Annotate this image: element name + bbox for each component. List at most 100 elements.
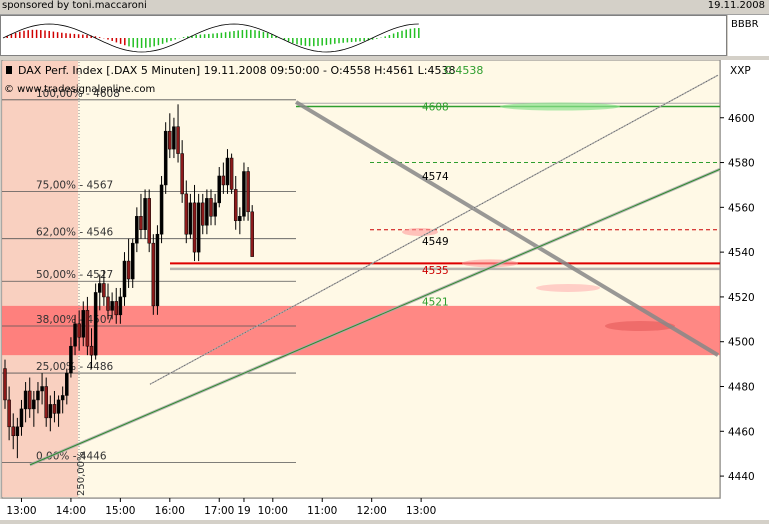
candle-body-34 bbox=[143, 198, 147, 230]
candle-body-30 bbox=[126, 260, 131, 280]
candle-body-3 bbox=[15, 426, 20, 437]
candle-body-24 bbox=[102, 283, 106, 298]
x-tick-label-6: 10:00 bbox=[258, 505, 288, 517]
candle-body-14 bbox=[60, 395, 65, 401]
candle-body-59 bbox=[246, 171, 250, 213]
candle-body-28 bbox=[118, 296, 123, 316]
candle-body-20 bbox=[85, 310, 90, 347]
candle-body-35 bbox=[147, 198, 151, 244]
candle-body-9 bbox=[40, 386, 44, 392]
candle-body-15 bbox=[65, 372, 69, 396]
candle-body-12 bbox=[52, 404, 57, 414]
indicator-subpanel[interactable] bbox=[0, 15, 727, 56]
candle-body-8 bbox=[36, 390, 40, 401]
y-tick-label-6: 4560 bbox=[728, 202, 755, 214]
level-label-1: 4574 bbox=[422, 171, 449, 183]
candle-body-31 bbox=[130, 242, 135, 280]
title-marker bbox=[6, 66, 12, 74]
y-tick-label-5: 4540 bbox=[728, 247, 755, 259]
y-tick-label-0: 4440 bbox=[728, 471, 755, 483]
fib-label-5: 25,00% - 4486 bbox=[36, 361, 114, 373]
candle-body-36 bbox=[151, 242, 156, 307]
candle-body-29 bbox=[122, 260, 127, 298]
candle-body-4 bbox=[19, 408, 24, 428]
x-tick-label-3: 16:00 bbox=[155, 505, 185, 517]
price-chart[interactable]: 100,00% - 4608 75,00% - 4567 62,00% - 4546… bbox=[0, 59, 769, 520]
candle-body-42 bbox=[176, 126, 180, 154]
y-tick-label-1: 4460 bbox=[728, 426, 755, 438]
x-tick-label-4: 17:00 bbox=[204, 505, 234, 517]
x-tick-label-2: 15:00 bbox=[105, 505, 135, 517]
chart-close: C:4538 bbox=[444, 64, 483, 77]
y-tick-label-2: 4480 bbox=[728, 382, 755, 394]
candle-body-27 bbox=[114, 301, 118, 316]
top-bar: sponsored by toni.maccaroni 19.11.2008 bbox=[0, 0, 769, 15]
candle-body-45 bbox=[188, 202, 193, 235]
candle-body-43 bbox=[180, 153, 184, 195]
level-label-3: 4535 bbox=[422, 265, 449, 277]
x-tick-label-0: 13:00 bbox=[6, 505, 36, 517]
candle-body-32 bbox=[135, 216, 139, 244]
y-tick-label-4: 4520 bbox=[728, 292, 755, 304]
candle-body-13 bbox=[56, 399, 61, 414]
candle-body-7 bbox=[32, 399, 36, 410]
candle-body-5 bbox=[23, 390, 28, 410]
candle-body-37 bbox=[155, 233, 160, 307]
level-label-2: 4549 bbox=[422, 236, 449, 248]
candle-body-26 bbox=[110, 301, 114, 311]
candle-body-55 bbox=[229, 157, 234, 190]
session-divider-label: 250,00% bbox=[76, 452, 87, 497]
fib-label-3: 50,00% - 4527 bbox=[36, 269, 113, 281]
candle-body-22 bbox=[93, 292, 98, 356]
candle-body-39 bbox=[163, 130, 168, 186]
candle-body-57 bbox=[238, 216, 242, 222]
candle-body-38 bbox=[159, 184, 164, 235]
indicator-axis: BBBR bbox=[728, 15, 769, 56]
y-tick-label-3: 4500 bbox=[728, 337, 755, 349]
candle-body-60 bbox=[250, 211, 254, 257]
candle-body-51 bbox=[213, 202, 217, 217]
candle-body-53 bbox=[221, 175, 226, 186]
x-tick-label-9: 13:00 bbox=[406, 505, 436, 517]
fib-label-2: 62,00% - 4546 bbox=[36, 227, 114, 239]
candle-body-40 bbox=[168, 130, 172, 150]
candle-body-6 bbox=[27, 390, 32, 410]
candle-body-56 bbox=[233, 189, 238, 222]
candle-body-50 bbox=[209, 198, 213, 217]
candle-body-25 bbox=[106, 296, 110, 311]
x-tick-label-5: 19 bbox=[237, 505, 250, 517]
highlight-4524 bbox=[536, 283, 600, 292]
sponsor-text: sponsored by toni.maccaroni bbox=[2, 0, 147, 11]
y-tick-label-8: 4600 bbox=[728, 113, 755, 125]
osc-line bbox=[2, 23, 419, 53]
level-label-0: 4608 bbox=[422, 102, 449, 114]
x-axis-area bbox=[0, 499, 769, 520]
fib-label-1: 75,00% - 4567 bbox=[36, 180, 113, 192]
candle-body-47 bbox=[196, 202, 201, 253]
highlight-4549 bbox=[402, 227, 438, 236]
indicator-svg bbox=[2, 23, 420, 53]
candle-body-52 bbox=[217, 175, 221, 204]
indicator-axis-label: BBBR bbox=[731, 19, 759, 30]
candle-body-1 bbox=[7, 399, 11, 428]
candle-body-17 bbox=[73, 323, 77, 347]
prior-session-shade bbox=[2, 61, 78, 497]
x-tick-label-8: 12:00 bbox=[357, 505, 387, 517]
candle-body-11 bbox=[48, 404, 53, 419]
y-axis-label: XXP bbox=[730, 65, 751, 77]
uptrend-line bbox=[29, 168, 721, 466]
candle-body-16 bbox=[69, 345, 73, 374]
y-axis-area bbox=[721, 60, 769, 520]
x-tick-label-1: 14:00 bbox=[56, 505, 86, 517]
downtrend-line bbox=[294, 100, 720, 357]
date-text: 19.11.2008 bbox=[707, 0, 765, 11]
candle-body-10 bbox=[44, 386, 48, 419]
candle-body-23 bbox=[98, 283, 102, 293]
level-label-4: 4521 bbox=[422, 296, 449, 308]
candle-body-54 bbox=[225, 157, 230, 186]
candle-body-21 bbox=[89, 345, 94, 356]
candle-body-46 bbox=[192, 202, 197, 253]
candle-body-19 bbox=[81, 310, 86, 338]
candle-body-49 bbox=[205, 198, 209, 226]
candle-body-0 bbox=[3, 368, 7, 401]
